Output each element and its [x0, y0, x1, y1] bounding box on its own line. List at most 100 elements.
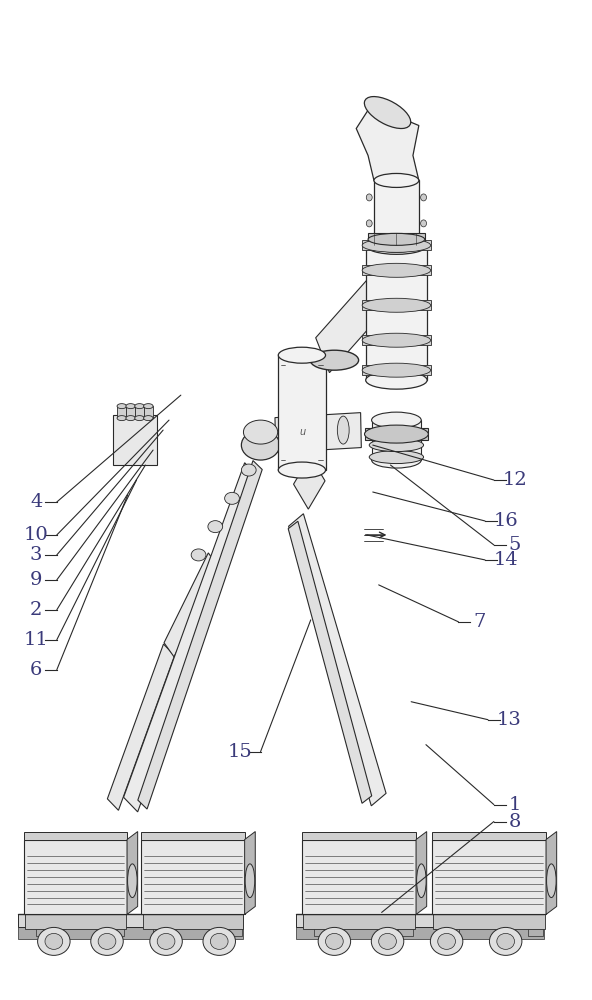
- Polygon shape: [368, 233, 424, 245]
- Ellipse shape: [135, 416, 144, 421]
- Ellipse shape: [284, 416, 296, 444]
- Polygon shape: [127, 832, 138, 914]
- Ellipse shape: [157, 933, 175, 949]
- Text: 2: 2: [30, 601, 42, 619]
- Text: 12: 12: [502, 471, 527, 489]
- Text: 11: 11: [24, 631, 49, 649]
- Polygon shape: [153, 929, 168, 936]
- Polygon shape: [135, 406, 144, 418]
- Polygon shape: [141, 832, 244, 840]
- Text: u: u: [299, 427, 305, 437]
- Ellipse shape: [135, 404, 144, 409]
- Polygon shape: [362, 365, 430, 375]
- Ellipse shape: [362, 363, 430, 377]
- Ellipse shape: [421, 220, 426, 227]
- Ellipse shape: [224, 492, 239, 504]
- Text: 4: 4: [30, 493, 42, 511]
- Polygon shape: [366, 245, 427, 380]
- Polygon shape: [362, 240, 430, 250]
- Text: 10: 10: [24, 526, 49, 544]
- Ellipse shape: [366, 236, 427, 254]
- Ellipse shape: [150, 927, 182, 955]
- Text: 5: 5: [509, 536, 521, 554]
- Ellipse shape: [242, 464, 256, 476]
- Ellipse shape: [318, 927, 350, 955]
- Ellipse shape: [203, 927, 236, 955]
- Polygon shape: [356, 106, 419, 180]
- Polygon shape: [25, 914, 126, 929]
- Polygon shape: [24, 832, 127, 840]
- Ellipse shape: [372, 412, 422, 428]
- Polygon shape: [374, 180, 419, 245]
- Polygon shape: [36, 929, 50, 936]
- Polygon shape: [18, 927, 243, 939]
- Ellipse shape: [278, 462, 326, 478]
- Ellipse shape: [91, 927, 123, 955]
- Polygon shape: [365, 224, 410, 307]
- Text: 16: 16: [493, 512, 518, 530]
- Polygon shape: [24, 840, 127, 914]
- Polygon shape: [316, 278, 382, 373]
- Polygon shape: [294, 456, 325, 509]
- Ellipse shape: [379, 933, 397, 949]
- Ellipse shape: [242, 430, 280, 460]
- Ellipse shape: [362, 333, 430, 347]
- Text: 7: 7: [473, 613, 485, 631]
- Polygon shape: [432, 832, 546, 840]
- Ellipse shape: [362, 298, 430, 312]
- Ellipse shape: [243, 420, 278, 444]
- Ellipse shape: [365, 425, 428, 443]
- Ellipse shape: [369, 427, 423, 440]
- Ellipse shape: [372, 452, 422, 468]
- Polygon shape: [314, 929, 329, 936]
- Text: 14: 14: [493, 551, 518, 569]
- Polygon shape: [362, 335, 430, 345]
- Ellipse shape: [98, 933, 116, 949]
- Text: 1: 1: [509, 796, 521, 814]
- Polygon shape: [546, 832, 556, 914]
- Ellipse shape: [374, 173, 419, 187]
- Polygon shape: [303, 914, 415, 929]
- Ellipse shape: [364, 97, 411, 129]
- Ellipse shape: [117, 416, 127, 421]
- Ellipse shape: [374, 238, 419, 252]
- Ellipse shape: [546, 864, 556, 898]
- Ellipse shape: [310, 350, 359, 370]
- Ellipse shape: [366, 194, 372, 201]
- Polygon shape: [117, 406, 127, 418]
- Polygon shape: [164, 553, 218, 657]
- Polygon shape: [141, 840, 244, 914]
- Polygon shape: [302, 832, 416, 840]
- Polygon shape: [143, 914, 243, 929]
- Ellipse shape: [490, 927, 522, 955]
- Polygon shape: [432, 840, 546, 914]
- Polygon shape: [124, 463, 259, 812]
- Ellipse shape: [311, 416, 323, 444]
- Polygon shape: [244, 832, 255, 914]
- Ellipse shape: [278, 347, 326, 363]
- Ellipse shape: [45, 933, 63, 949]
- Polygon shape: [107, 644, 175, 810]
- Ellipse shape: [369, 439, 423, 452]
- Polygon shape: [433, 914, 545, 929]
- Text: 15: 15: [227, 743, 252, 761]
- Text: 3: 3: [30, 546, 43, 564]
- Ellipse shape: [497, 933, 514, 949]
- Polygon shape: [372, 420, 422, 460]
- Polygon shape: [138, 461, 262, 809]
- Ellipse shape: [369, 451, 423, 464]
- Polygon shape: [365, 428, 428, 440]
- Polygon shape: [289, 514, 386, 806]
- Polygon shape: [288, 521, 372, 803]
- Polygon shape: [18, 914, 243, 927]
- Ellipse shape: [245, 864, 255, 898]
- Ellipse shape: [38, 927, 70, 955]
- Ellipse shape: [210, 933, 228, 949]
- Ellipse shape: [126, 416, 136, 421]
- Ellipse shape: [362, 263, 430, 277]
- Ellipse shape: [191, 549, 206, 561]
- Text: 8: 8: [509, 813, 521, 831]
- Ellipse shape: [208, 521, 223, 533]
- Ellipse shape: [366, 220, 372, 227]
- Polygon shape: [444, 929, 459, 936]
